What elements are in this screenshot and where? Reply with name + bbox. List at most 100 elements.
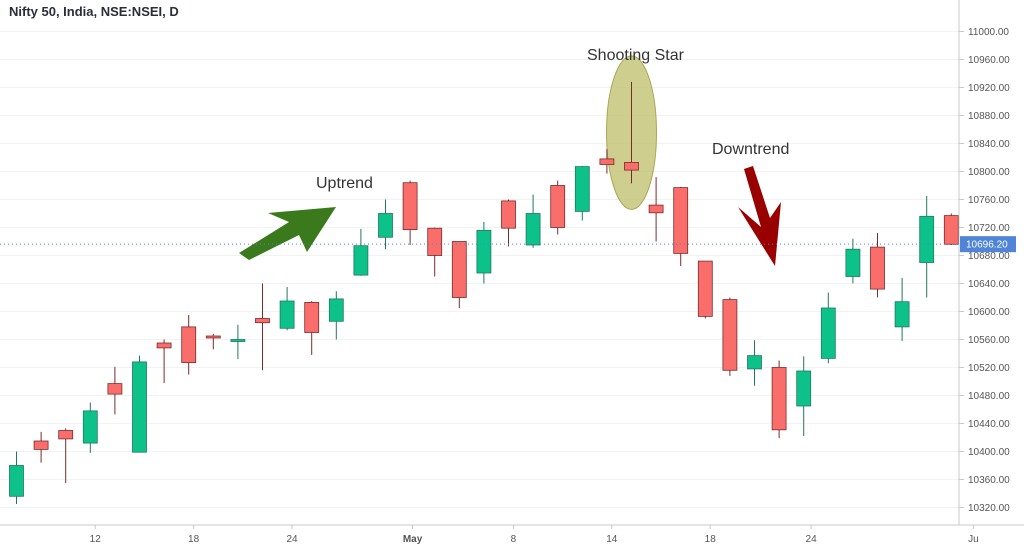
candle: [156, 339, 172, 383]
candle: [845, 238, 861, 284]
candle: [599, 149, 615, 174]
candle-body-down: [58, 430, 74, 440]
candle: [550, 180, 566, 235]
price-tick-label: 10880.00: [968, 111, 1010, 122]
candle-body-up: [279, 300, 295, 329]
candle: [279, 287, 295, 331]
time-tick-label: 18: [705, 534, 717, 545]
candle: [181, 315, 197, 375]
candle-body-up: [919, 215, 935, 263]
time-tick-label: 12: [90, 534, 102, 545]
candle: [353, 228, 369, 276]
candle-body-up: [525, 213, 541, 246]
candle-body-down: [33, 440, 49, 450]
candle-body-down: [255, 318, 270, 324]
candle: [870, 233, 885, 298]
last-price-badge: [960, 236, 1016, 253]
candle-body-up: [894, 301, 910, 328]
price-axis: 11000.00 10960.00 10920.00 10880.00 10840.00…: [959, 27, 1010, 514]
candle-body-down: [673, 187, 689, 254]
candle: [673, 186, 689, 266]
candle: [820, 292, 836, 364]
price-tick-label: 10920.00: [968, 83, 1010, 94]
candle: [132, 355, 147, 453]
price-tick-label: 10760.00: [968, 195, 1010, 206]
candle: [525, 194, 541, 248]
candle: [205, 333, 221, 350]
price-tick-label: 10400.00: [968, 447, 1010, 458]
candle-body-up: [820, 307, 836, 359]
candle-body-down: [427, 227, 443, 256]
price-tick-label: 10720.00: [968, 223, 1010, 234]
candle-body-up: [353, 245, 369, 276]
time-tick-label: Ju: [968, 534, 979, 545]
time-tick-label: 24: [806, 534, 818, 545]
price-tick-label: 10520.00: [968, 363, 1010, 374]
price-tick-label: 10600.00: [968, 307, 1010, 318]
candle: [9, 451, 24, 504]
candle: [919, 196, 935, 298]
downtrend-label: Downtrend: [712, 141, 789, 158]
candle: [82, 402, 98, 453]
uptrend-label: Uptrend: [316, 175, 373, 192]
price-tick-label: 10440.00: [968, 419, 1010, 430]
candle-body-down: [697, 260, 713, 317]
last-price-label: 10696.20: [966, 240, 1008, 251]
candle-body-up: [476, 229, 492, 274]
chart-title: Nifty 50, India, NSE:NSEI, D: [9, 4, 179, 19]
candle: [943, 213, 959, 245]
candle-body-down: [205, 335, 221, 339]
candle: [230, 324, 246, 360]
candle: [304, 301, 320, 355]
candle-body-down: [624, 161, 639, 171]
candle-body-down: [771, 367, 787, 431]
price-tick-label: 10960.00: [968, 55, 1010, 66]
candle: [796, 356, 812, 437]
price-tick-label: 10320.00: [968, 503, 1010, 514]
candle-body-down: [943, 215, 959, 245]
shooting-star-label: Shooting Star: [587, 47, 685, 64]
candle-body-down: [550, 185, 566, 228]
candle-body-down: [722, 299, 738, 371]
candle-body-up: [845, 248, 861, 277]
grid: [0, 31, 959, 508]
uptrend-arrow: [239, 207, 336, 260]
candle: [747, 340, 762, 386]
candle: [451, 241, 467, 308]
candle: [624, 81, 639, 184]
candles: [9, 81, 959, 504]
candle: [697, 260, 713, 319]
candle-body-down: [304, 301, 320, 333]
price-tick-label: 10840.00: [968, 139, 1010, 150]
candle-body-down: [451, 241, 467, 298]
candle-body-up: [132, 361, 147, 453]
candle-body-down: [599, 158, 615, 165]
price-tick-label: 10360.00: [968, 475, 1010, 486]
candle-body-down: [402, 182, 418, 230]
price-tick-label: 10560.00: [968, 335, 1010, 346]
candle-body-down: [181, 326, 197, 363]
candle-body-down: [107, 383, 123, 395]
trend-arrows: [239, 166, 781, 266]
downtrend-arrow: [738, 166, 781, 266]
last-price-marker: 10696.20: [0, 236, 1016, 253]
candle-body-down: [870, 246, 885, 290]
candle-body-down: [156, 342, 172, 349]
candle-body-up: [796, 370, 812, 407]
candle: [107, 366, 123, 415]
candle-body-down: [501, 200, 516, 229]
candle: [33, 431, 49, 463]
candle: [378, 199, 393, 250]
price-tick-label: 10800.00: [968, 167, 1010, 178]
candle-body-down: [648, 204, 664, 214]
price-tick-label: 10680.00: [968, 251, 1010, 262]
price-tick-label: 10480.00: [968, 391, 1010, 402]
time-tick-label: 18: [188, 534, 200, 545]
candle-body-up: [328, 298, 344, 322]
candle: [771, 360, 787, 439]
time-tick-label: 24: [286, 534, 298, 545]
candle: [427, 227, 443, 277]
candle: [328, 291, 344, 340]
candle-body-up: [574, 166, 590, 212]
